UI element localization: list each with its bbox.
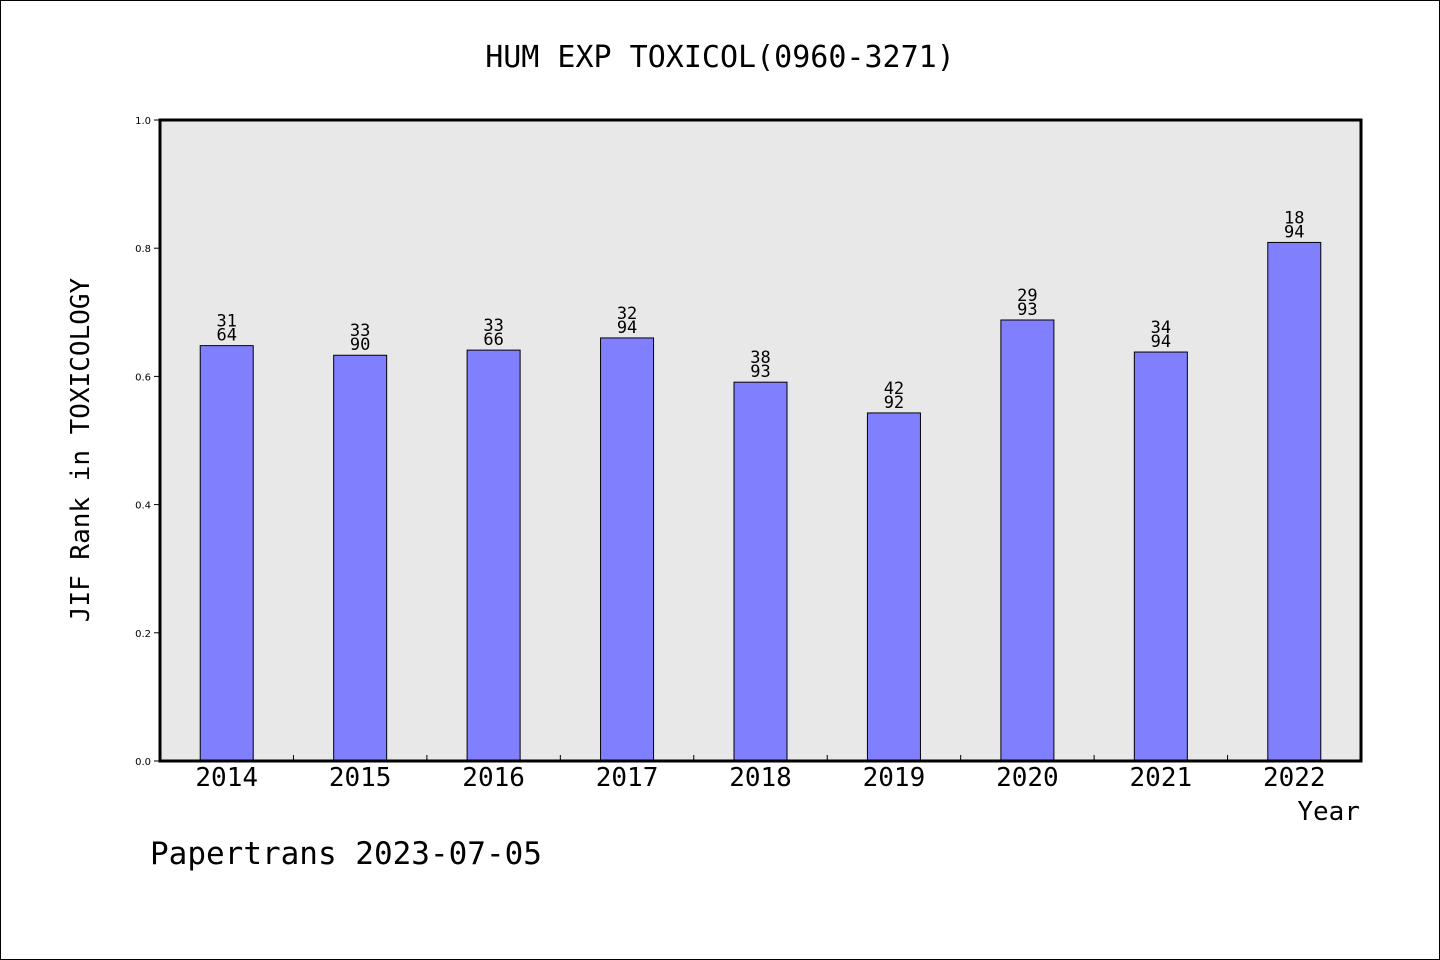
bar-label-total: 66 <box>483 330 503 350</box>
x-tick-label: 2022 <box>1263 763 1326 793</box>
y-tick-label: 0.0 <box>135 757 151 768</box>
bar-label-rank: 33 <box>483 316 503 336</box>
y-tick-label: 0.2 <box>135 629 151 640</box>
bar <box>1133 351 1188 762</box>
bar <box>866 412 921 762</box>
bar-label-rank: 42 <box>884 379 904 399</box>
bar <box>466 349 521 762</box>
bar <box>333 354 388 762</box>
bar-label-rank: 38 <box>750 348 770 368</box>
bar-label-total: 93 <box>750 362 770 382</box>
x-tick-label: 2020 <box>996 763 1059 793</box>
x-axis: 2014 2015 2016 2017 2018 2019 2020 2021 2022 <box>195 755 1326 793</box>
bar <box>600 337 655 762</box>
chart-title: HUM EXP TOXICOL(0960-3271) <box>485 40 955 75</box>
bar-label-total: 94 <box>1284 222 1304 242</box>
plot-border <box>158 118 1363 763</box>
bar <box>199 345 254 762</box>
y-axis: 0.0 0.2 0.4 0.6 0.8 1.0 <box>135 116 160 768</box>
bar <box>733 381 788 762</box>
y-tick-label: 1.0 <box>135 116 151 127</box>
bar-series <box>199 241 1322 762</box>
bar <box>1000 319 1055 762</box>
bar-label-rank: 18 <box>1284 208 1304 228</box>
bar-label-rank: 29 <box>1017 286 1037 306</box>
bar-label-total: 92 <box>884 393 904 413</box>
bar-label-total: 90 <box>350 335 370 355</box>
x-tick-label: 2014 <box>195 763 258 793</box>
bar-label-total: 94 <box>617 318 637 338</box>
x-axis-label: Year <box>1297 797 1360 827</box>
bar-label-total: 93 <box>1017 300 1037 320</box>
x-tick-label: 2018 <box>729 763 792 793</box>
x-tick-label: 2021 <box>1130 763 1193 793</box>
x-tick-label: 2015 <box>329 763 392 793</box>
bar <box>1267 241 1322 762</box>
bar-label-rank: 33 <box>350 321 370 341</box>
x-tick-label: 2017 <box>596 763 659 793</box>
y-tick-label: 0.4 <box>135 501 151 512</box>
source-watermark: Papertrans 2023-07-05 <box>150 836 542 872</box>
bar-label-total: 94 <box>1151 332 1171 352</box>
y-tick-label: 0.6 <box>135 372 151 383</box>
bar-label-rank: 34 <box>1151 318 1171 338</box>
bar-label-rank: 31 <box>216 312 236 332</box>
bar-label-total: 64 <box>216 326 236 346</box>
y-axis-label: JIF Rank in TOXICOLOGY <box>66 277 96 622</box>
x-tick-label: 2016 <box>462 763 525 793</box>
bar-label-rank: 32 <box>617 304 637 324</box>
y-tick-label: 0.8 <box>135 244 151 255</box>
x-tick-label: 2019 <box>863 763 926 793</box>
